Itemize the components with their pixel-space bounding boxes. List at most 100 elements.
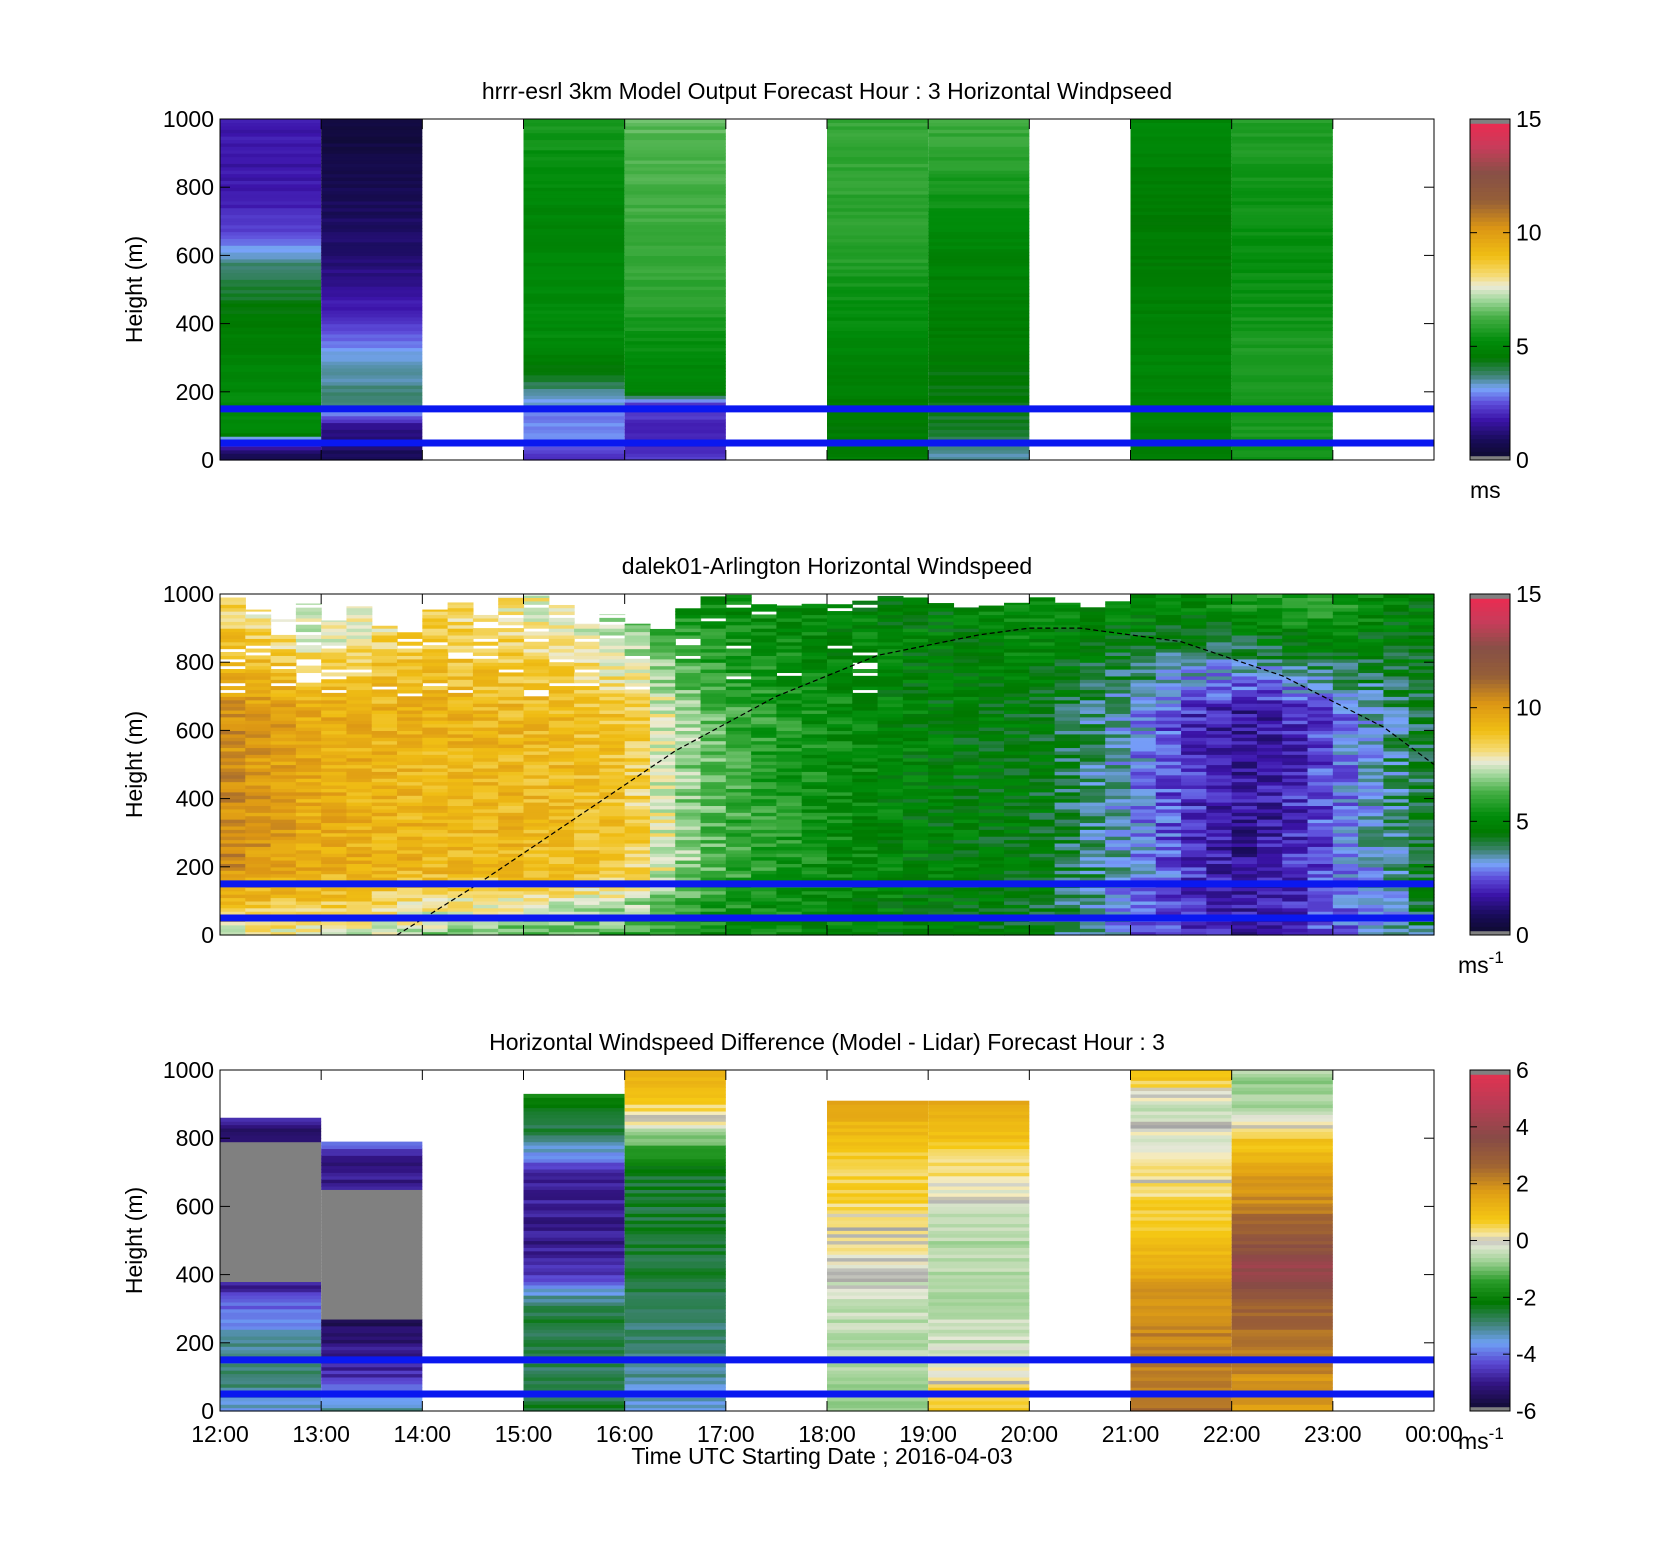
lidar-cell: [295, 795, 322, 800]
lidar-cell: [1004, 651, 1030, 656]
lidar-cell: [270, 791, 297, 796]
lidar-cell: [447, 602, 474, 605]
model-cell: [220, 303, 322, 308]
lidar-cell: [270, 733, 297, 738]
lidar-cell: [1054, 658, 1081, 663]
lidar-cell: [295, 853, 322, 858]
lidar-cell: [1130, 597, 1157, 602]
lidar-cell: [801, 628, 828, 633]
lidar-cell: [953, 672, 980, 677]
lidar-cell: [498, 829, 525, 834]
lidar-cell: [245, 877, 272, 882]
lidar-cell: [295, 798, 322, 803]
lidar-cell: [675, 829, 702, 834]
lidar-cell: [1181, 873, 1207, 878]
lidar-cell: [725, 791, 752, 796]
model-cell: [321, 371, 423, 376]
model-colorbar-segment: [1470, 302, 1510, 308]
lidar-cell: [801, 662, 828, 667]
model-cell: [928, 402, 1030, 407]
model-cell: [827, 354, 929, 359]
model-cell: [928, 422, 1030, 427]
lidar-cell: [1231, 744, 1258, 749]
lidar-cell: [1181, 607, 1207, 612]
lidar-cell: [928, 839, 955, 844]
lidar-cell: [751, 638, 778, 643]
lidar-cell: [1130, 750, 1157, 755]
lidar-cell: [1105, 890, 1132, 895]
lidar-cell: [1054, 641, 1081, 646]
lidar-cell: [422, 894, 449, 899]
lidar-cell: [978, 921, 1005, 926]
lidar-cell: [548, 767, 575, 772]
lidar-cell: [1105, 744, 1132, 749]
model-cell: [523, 228, 625, 233]
lidar-cell: [801, 856, 828, 861]
model-cell: [928, 139, 1030, 144]
lidar-cell: [397, 928, 423, 933]
lidar-cell: [1231, 771, 1258, 776]
lidar-cell: [624, 747, 651, 752]
model-cell: [1231, 204, 1333, 209]
lidar-cell: [1256, 594, 1283, 599]
lidar-cell: [321, 716, 348, 721]
model-cell: [220, 446, 322, 451]
lidar-cell: [447, 771, 474, 776]
lidar-cell: [1231, 924, 1258, 929]
lidar-cell: [725, 812, 752, 817]
lidar-cell: [801, 894, 828, 899]
lidar-cell: [422, 611, 449, 616]
lidar-cell: [1256, 791, 1283, 796]
model-colorbar-tick-label: 10: [1516, 220, 1542, 246]
model-cell: [1130, 456, 1232, 461]
lidar-cell: [928, 624, 955, 629]
model-cell: [220, 214, 322, 219]
lidar-cell: [397, 819, 423, 824]
lidar-cell: [1155, 597, 1182, 602]
lidar-cell: [295, 836, 322, 841]
lidar-cell: [877, 802, 904, 807]
model-cell: [1231, 183, 1333, 188]
lidar-cell: [776, 716, 803, 721]
lidar-cell: [1206, 641, 1233, 646]
model-cell: [523, 303, 625, 308]
lidar-cell: [776, 617, 803, 622]
lidar-cell: [397, 747, 423, 752]
lidar-cell: [599, 703, 626, 708]
lidar-cell: [1206, 733, 1233, 738]
lidar-cell: [498, 709, 525, 714]
lidar-cell: [1054, 877, 1081, 882]
lidar-cell: [472, 894, 499, 899]
lidar-cell: [902, 846, 929, 851]
model-cell: [928, 173, 1030, 178]
lidar-cell: [801, 832, 828, 837]
lidar-cell: [725, 638, 752, 643]
lidar-cell: [1282, 767, 1309, 772]
lidar-cell: [321, 877, 348, 882]
lidar-cell: [1054, 740, 1081, 745]
lidar-cell: [422, 689, 449, 694]
lidar-cell: [574, 911, 600, 916]
model-cell: [220, 412, 322, 417]
lidar-cell: [599, 846, 626, 851]
lidar-cell: [548, 859, 575, 864]
model-cell: [827, 156, 929, 161]
lidar-cell: [1282, 877, 1309, 882]
lidar-cell: [700, 866, 727, 871]
lidar-cell: [827, 740, 853, 745]
lidar-cell: [776, 767, 803, 772]
lidar-cell: [1130, 887, 1157, 892]
lidar-cell: [422, 931, 449, 936]
lidar-cell: [371, 628, 398, 633]
lidar-cell: [397, 634, 423, 639]
model-cell: [220, 142, 322, 147]
lidar-cell: [447, 928, 474, 933]
model-cell: [220, 149, 322, 154]
model-cell: [827, 398, 929, 403]
model-cell: [827, 166, 929, 171]
lidar-cell: [371, 730, 398, 735]
lidar-cell: [852, 812, 879, 817]
model-cell: [1130, 316, 1232, 321]
lidar-cell: [472, 805, 499, 810]
lidar-cell: [852, 859, 879, 864]
